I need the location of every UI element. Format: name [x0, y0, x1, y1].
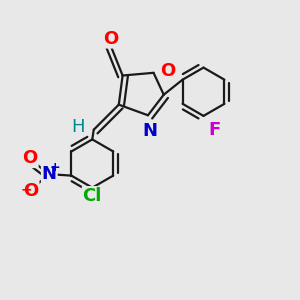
Text: O: O: [160, 62, 175, 80]
Text: N: N: [142, 122, 157, 140]
Text: H: H: [71, 118, 85, 136]
Text: Cl: Cl: [82, 187, 102, 205]
Text: O: O: [103, 30, 118, 48]
Text: O: O: [23, 182, 39, 200]
Text: F: F: [209, 121, 221, 139]
Text: N: N: [42, 165, 57, 183]
Text: −: −: [20, 182, 32, 197]
Text: O: O: [22, 149, 38, 167]
Text: +: +: [49, 161, 60, 174]
